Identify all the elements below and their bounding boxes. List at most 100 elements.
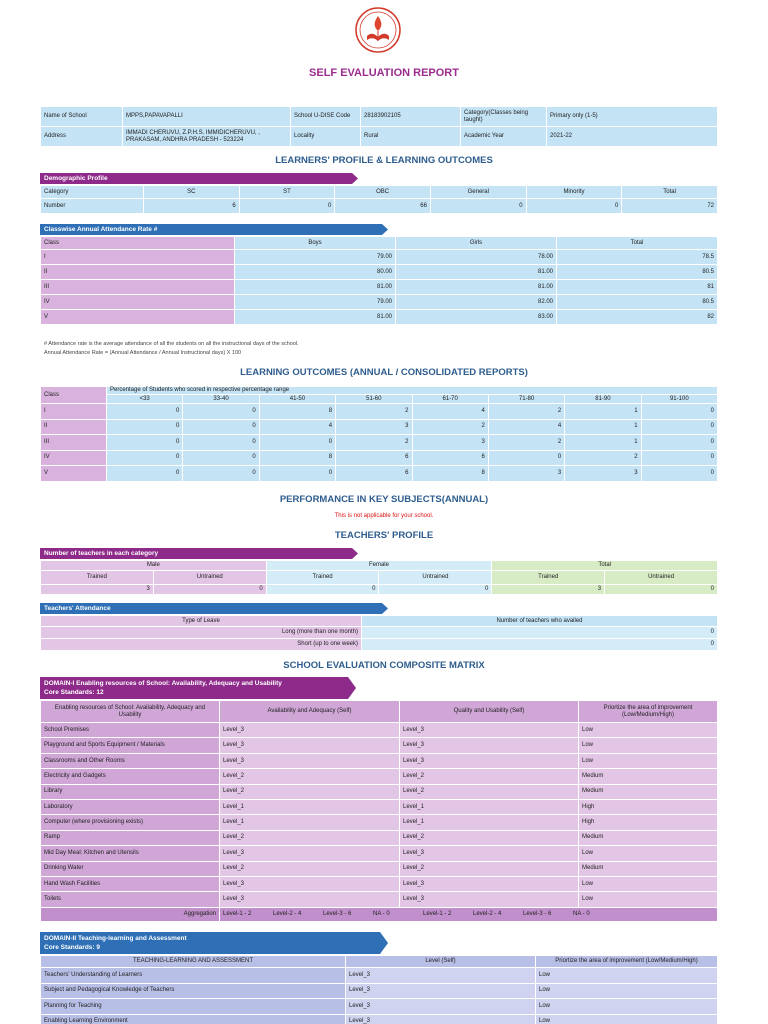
demographic-column-5: Minority — [525, 185, 623, 199]
school-name-value: MPPS,PAPAVAPALLI — [122, 106, 291, 127]
domain2-title: DOMAIN-II Teaching-learning and Assessme… — [44, 935, 187, 942]
domain2-column-2: Priortize the area of improvement (Low/M… — [535, 955, 718, 968]
demographic-column-4: General — [429, 185, 527, 199]
locality-label: Locality — [290, 126, 361, 147]
outcomes-cell: V — [40, 465, 107, 482]
teachers-profile-title: TEACHERS' PROFILE — [334, 530, 434, 541]
demographic-value-4: 0 — [525, 198, 623, 214]
male-untrained-label: Untrained — [152, 570, 267, 585]
outcomes-range-6: 81-90 — [564, 394, 642, 404]
outcomes-cell: 1 — [564, 434, 642, 451]
table-row: Hand Wash Facilities Level_3 Level_3 Low — [40, 875, 718, 893]
domain1-cell: Low — [578, 845, 718, 862]
table-row: Teachers' Understanding of Learners Level… — [40, 967, 718, 984]
attendance-cell: 80.5 — [556, 264, 718, 280]
outcomes-cell: 0 — [105, 449, 184, 466]
demographic-value-3: 0 — [429, 198, 527, 214]
attendance-rate-table: Class Boys Girls Total I 79.00 78.00 78.5 II 80.0… — [40, 236, 718, 325]
outcomes-cell: 2 — [411, 418, 489, 435]
outcomes-range-2: 41-50 — [258, 394, 337, 404]
outcomes-cell: 0 — [640, 418, 719, 435]
demographic-column-0: Category — [40, 185, 144, 199]
table-row: II 80.00 81.00 80.5 — [40, 264, 718, 280]
domain1-cell: Level_2 — [219, 860, 400, 877]
outcomes-cell: 6 — [411, 449, 489, 466]
domain2-cell: Low — [535, 1013, 718, 1024]
table-row: Subject and Pedagogical Knowledge of Tea… — [40, 982, 718, 999]
domain2-column-1: Level (Self) — [345, 955, 536, 968]
learning-outcomes-title: LEARNING OUTCOMES (ANNUAL / CONSOLIDATED… — [240, 367, 528, 378]
domain1-cell: Level_2 — [399, 768, 579, 785]
domain2-cell: Level_3 — [345, 998, 536, 1015]
academic-year-value: 2021-22 — [546, 126, 718, 147]
demographic-value-2: 66 — [334, 198, 431, 214]
domain1-cell: Low — [578, 752, 718, 770]
domain1-header: DOMAIN-I Enabling resources of School: A… — [40, 677, 356, 699]
domain1-cell: Low — [578, 891, 718, 908]
demographic-value-1: 0 — [238, 198, 336, 214]
outcomes-cell: IV — [40, 449, 107, 466]
outcomes-cell: 3 — [487, 465, 566, 482]
domain1-cell: Level_3 — [219, 845, 400, 862]
table-row: Playground and Sports Equipment / Materi… — [40, 737, 718, 754]
outcomes-cell: II — [40, 418, 107, 435]
demographic-column-2: ST — [238, 185, 336, 199]
outcomes-cell: 0 — [640, 449, 719, 466]
aggregation-label: Aggregation — [40, 906, 220, 922]
table-row: V 81.00 83.00 82 — [40, 309, 718, 325]
attendance-cell: I — [40, 249, 235, 265]
demographic-column-6: Total — [621, 185, 718, 199]
attendance-cell: 78.5 — [556, 249, 718, 265]
outcomes-cell: 3 — [335, 418, 413, 435]
domain1-cell: School Premises — [40, 721, 220, 739]
domain1-column-2: Quality and Usability (Self) — [399, 700, 579, 723]
female-trained-value: 0 — [265, 584, 380, 595]
table-row: Electricity and Gadgets Level_2 Level_2 Med… — [40, 768, 718, 785]
attendance-cell: 81.00 — [234, 309, 396, 325]
outcomes-range-5: 71-80 — [487, 394, 566, 404]
table-row: IV 0 0 8 6 6 0 2 0 — [40, 449, 719, 466]
teacher-count-header: Number of teachers in each category — [40, 548, 358, 559]
outcomes-range-0: <33 — [105, 394, 184, 404]
domain2-cell: Enabling Learning Environment — [40, 1013, 346, 1024]
domain1-cell: Mid Day Meal: Kitchen and Utensils — [40, 845, 220, 862]
male-trained-label: Trained — [40, 570, 154, 585]
domain1-cell: Level_3 — [399, 721, 579, 739]
aggregation-value-6: Level-3 - 6 — [523, 910, 552, 917]
domain1-cell: Level_3 — [219, 891, 400, 908]
attendance-cell: 79.00 — [234, 294, 396, 310]
domain1-cell: Level_3 — [219, 721, 400, 739]
table-row: III 81.00 81.00 81 — [40, 279, 718, 295]
attendance-cell: 79.00 — [234, 249, 396, 265]
attendance-column-3: Total — [556, 236, 718, 250]
outcomes-cell: 0 — [258, 434, 337, 451]
table-row: School Premises Level_3 Level_3 Low — [40, 721, 718, 739]
availed-column: Number of teachers who availed — [361, 615, 718, 627]
outcomes-cell: 0 — [105, 434, 184, 451]
domain2-cell: Level_3 — [345, 982, 536, 999]
domain1-cell: Level_3 — [399, 875, 579, 893]
aggregation-value-1: Level-2 - 4 — [273, 910, 302, 917]
aggregation-value-4: Level-1 - 2 — [423, 910, 452, 917]
domain2-cell: Level_3 — [345, 1013, 536, 1024]
domain1-cell: Level_2 — [399, 829, 579, 847]
aggregation-value-2: Level-3 - 6 — [323, 910, 352, 917]
outcomes-cell: 0 — [182, 449, 260, 466]
female-untrained-value: 0 — [378, 584, 493, 595]
total-group-label: Total — [491, 560, 718, 571]
domain1-title: DOMAIN-I Enabling resources of School: A… — [44, 680, 282, 687]
teacher-attendance-table: Type of Leave Number of teachers who ava… — [40, 615, 718, 651]
domain1-cell: Level_3 — [219, 737, 400, 754]
outcomes-cell: 0 — [640, 403, 719, 420]
domain2-cell: Planning for Teaching — [40, 998, 346, 1015]
table-row: Toilets Level_3 Level_3 Low — [40, 891, 718, 908]
outcomes-cell: 1 — [564, 418, 642, 435]
demographic-value-0: 6 — [143, 198, 240, 214]
female-trained-label: Trained — [265, 570, 380, 585]
category-label: Category(Classes being taught) — [460, 106, 547, 127]
outcomes-cell: 0 — [105, 403, 184, 420]
domain1-column-0: Enabling resources of School: Availabili… — [40, 700, 220, 723]
performance-title: PERFORMANCE IN KEY SUBJECTS(ANNUAL) — [279, 494, 489, 505]
report-title: SELF EVALUATION REPORT — [309, 67, 459, 79]
domain1-cell: Level_3 — [399, 752, 579, 770]
